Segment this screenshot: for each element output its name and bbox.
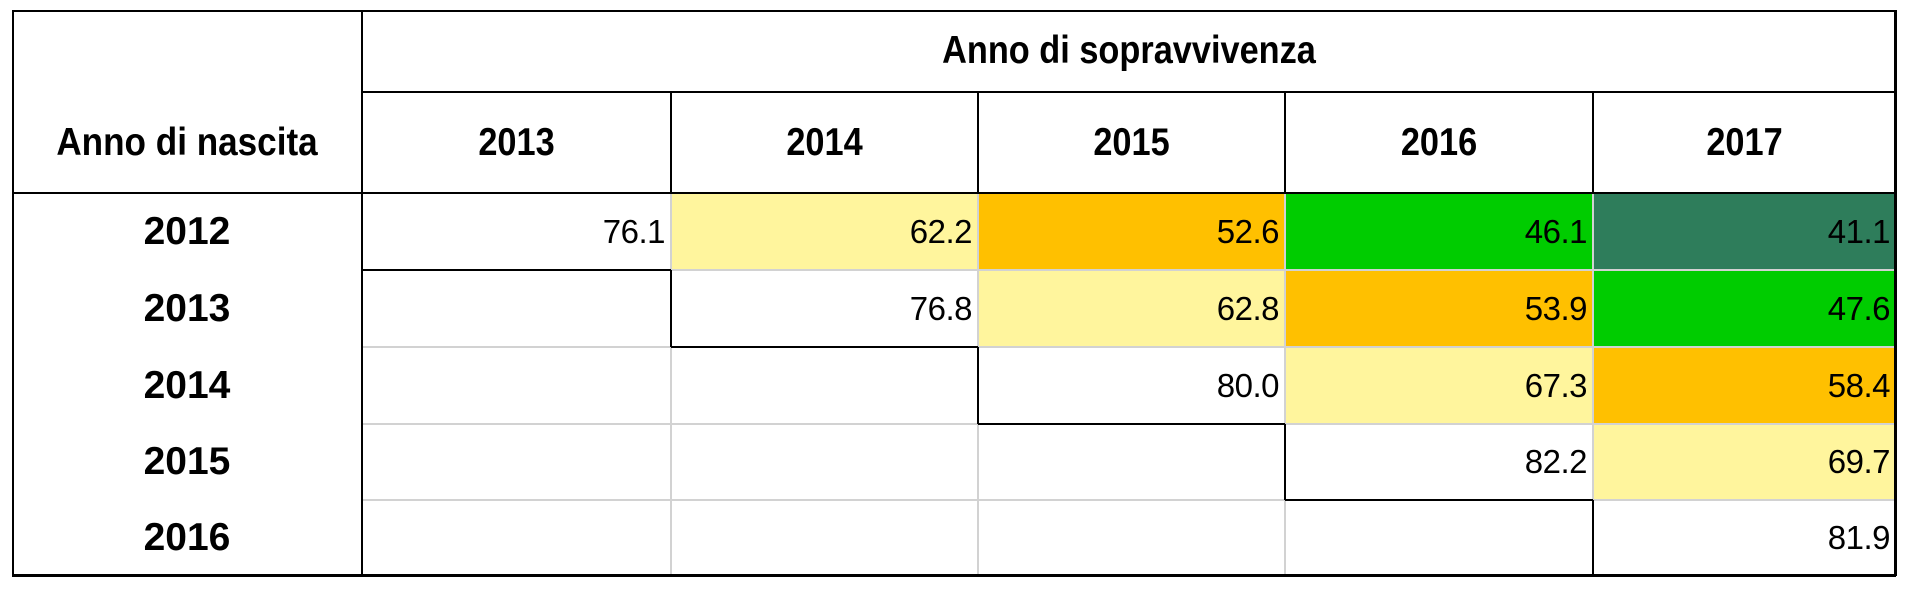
row-header-divider <box>361 10 363 576</box>
row-label: 2014 <box>143 363 231 407</box>
table-border-left <box>12 10 14 576</box>
table-border-right <box>1894 10 1897 576</box>
table-cell <box>671 424 978 500</box>
table-cell: 69.7 <box>1593 424 1896 500</box>
grid-line <box>1592 193 1594 576</box>
grid-line <box>362 269 1896 271</box>
diagonal-step-line <box>1285 499 1593 501</box>
table-cell: 80.0 <box>978 347 1285 424</box>
row-label: 2012 <box>143 209 231 253</box>
diagonal-step-line <box>977 347 979 424</box>
table-cell: 81.9 <box>1593 500 1896 576</box>
table-border-bottom <box>12 574 1896 577</box>
table-cell: 76.1 <box>362 193 671 270</box>
table-cell: 46.1 <box>1285 193 1593 270</box>
diagonal-step-line <box>1592 500 1594 576</box>
table-cell: 58.4 <box>1593 347 1896 424</box>
table-cell: 67.3 <box>1285 347 1593 424</box>
table-cell: 53.9 <box>1285 270 1593 347</box>
table-cell <box>671 347 978 424</box>
table-cell <box>362 500 671 576</box>
row-header-title: Anno di nascita <box>56 120 318 164</box>
table-cell <box>362 347 671 424</box>
column-header-divider <box>1284 92 1286 193</box>
grid-line <box>362 499 1896 501</box>
column-header: 2013 <box>478 120 555 164</box>
table-cell: 76.8 <box>671 270 978 347</box>
table-cell: 82.2 <box>1285 424 1593 500</box>
diagonal-step-line <box>1284 424 1286 500</box>
column-header: 2015 <box>1093 120 1170 164</box>
table-cell: 41.1 <box>1593 193 1896 270</box>
row-label: 2016 <box>143 516 231 559</box>
table-cell <box>978 500 1285 576</box>
grid-line <box>1284 193 1286 576</box>
header-divider <box>12 192 1896 194</box>
survival-table: 76.1 62.2 52.6 46.1 41.1 76.8 62.8 53.9 47.6 80.0… <box>12 10 1908 578</box>
column-header: 2017 <box>1706 120 1783 164</box>
row-label: 2015 <box>143 440 231 483</box>
table-cell <box>978 424 1285 500</box>
column-header-divider <box>670 92 672 193</box>
column-header: 2016 <box>1400 120 1478 164</box>
table-cell: 62.2 <box>671 193 978 270</box>
grid-line <box>362 346 1896 348</box>
row-label: 2013 <box>143 286 231 330</box>
column-header: 2014 <box>786 120 863 164</box>
diagonal-step-line <box>978 423 1285 425</box>
table-cell <box>671 500 978 576</box>
column-header-divider <box>1592 92 1594 193</box>
diagonal-step-line <box>670 270 672 347</box>
diagonal-step-line <box>671 346 978 348</box>
group-header-divider <box>362 91 1896 93</box>
column-header-divider <box>977 92 979 193</box>
table-cell: 62.8 <box>978 270 1285 347</box>
table-cell <box>362 424 671 500</box>
grid-line <box>670 193 672 576</box>
table-cell <box>1285 500 1593 576</box>
table-cell: 47.6 <box>1593 270 1896 347</box>
table-cell: 52.6 <box>978 193 1285 270</box>
table-border-top <box>12 10 1896 12</box>
column-group-header: Anno di sopravvivenza <box>942 29 1316 72</box>
table-cell <box>362 270 671 347</box>
diagonal-step-line <box>362 269 671 271</box>
